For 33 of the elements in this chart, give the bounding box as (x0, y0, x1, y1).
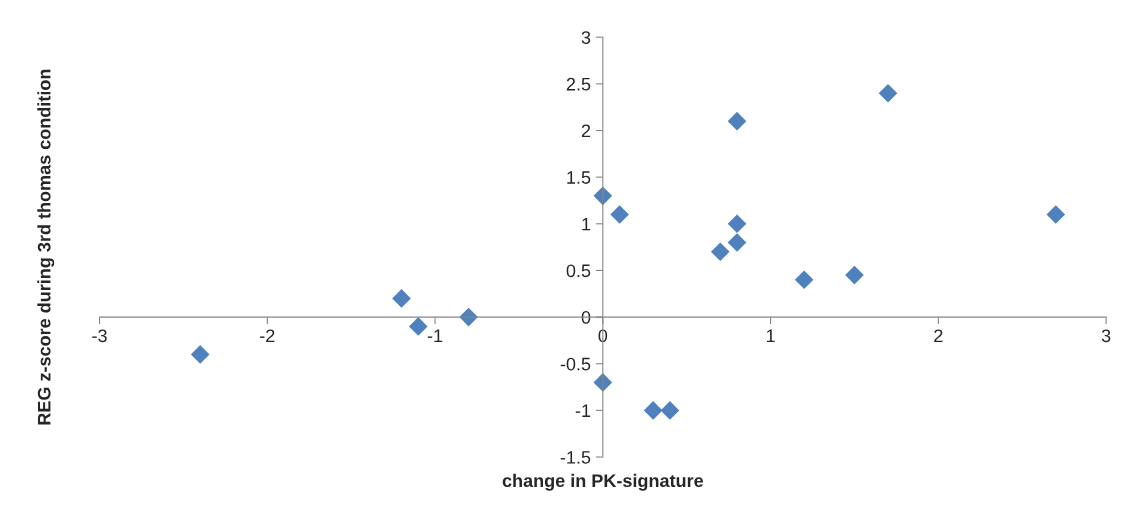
y-tick-label: 1.5 (567, 171, 591, 184)
x-axis-title: change in PK-signature (502, 473, 704, 491)
y-tick-label: 3 (581, 31, 591, 44)
point (610, 205, 629, 224)
point (392, 289, 411, 308)
point (660, 401, 680, 420)
point (727, 233, 747, 252)
y-tick-label: 0.5 (566, 264, 591, 278)
point (794, 270, 814, 290)
y-tick-label: 2 (581, 124, 591, 138)
x-tick-label: -3 (92, 329, 107, 343)
point (190, 345, 210, 364)
y-tick-label: -0.5 (560, 357, 591, 371)
point (727, 214, 747, 234)
point (845, 265, 864, 285)
point (408, 317, 428, 336)
x-tick-label: -1 (427, 329, 443, 342)
point (878, 83, 898, 103)
point (710, 242, 730, 262)
y-tick-label: -1.5 (560, 451, 591, 464)
x-tick-label: 0 (598, 329, 608, 343)
point (643, 401, 663, 420)
x-tick-label: 1 (766, 329, 775, 342)
y-tick-label: -1 (575, 404, 591, 417)
x-tick-label: 3 (1101, 329, 1111, 343)
point (1046, 205, 1066, 224)
point (727, 111, 747, 131)
y-axis-title: REG z-score during 3rd thomas condition (37, 69, 55, 425)
y-tick-label: 2.5 (566, 77, 591, 91)
x-tick-label: 2 (934, 329, 943, 342)
x-tick-label: -2 (260, 329, 275, 342)
y-tick-label: 1 (582, 217, 591, 231)
y-tick-label: 0 (581, 311, 591, 324)
